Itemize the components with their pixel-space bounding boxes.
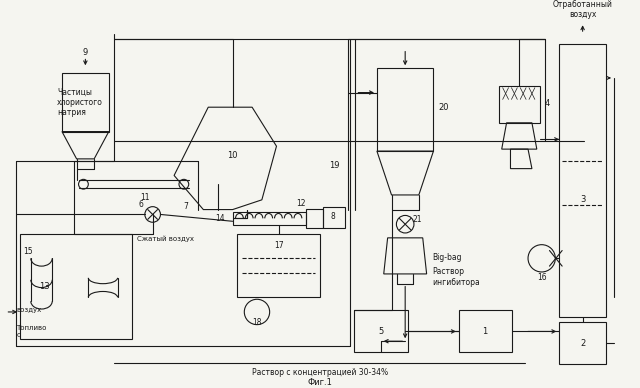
Text: Частицы
хлористого
натрия: Частицы хлористого натрия bbox=[57, 87, 103, 117]
Text: 4: 4 bbox=[545, 99, 550, 108]
Bar bbox=[559, 44, 606, 317]
Text: 7: 7 bbox=[184, 202, 188, 211]
Bar bbox=[62, 73, 109, 132]
Text: Big-bag: Big-bag bbox=[433, 253, 462, 262]
Text: 6: 6 bbox=[138, 200, 143, 209]
Text: 17: 17 bbox=[274, 241, 284, 250]
Text: 16: 16 bbox=[537, 273, 547, 282]
Text: 9: 9 bbox=[83, 48, 88, 57]
Text: 13: 13 bbox=[39, 282, 50, 291]
Bar bbox=[499, 86, 540, 123]
Bar bbox=[377, 68, 433, 151]
Text: 2: 2 bbox=[580, 339, 585, 348]
Text: Топливо
о: Топливо о bbox=[16, 325, 47, 338]
Bar bbox=[559, 322, 606, 364]
Bar bbox=[459, 310, 513, 352]
Text: 12: 12 bbox=[296, 199, 306, 208]
Text: Отработанный
воздух: Отработанный воздух bbox=[553, 0, 612, 19]
Text: 19: 19 bbox=[330, 161, 340, 170]
Bar bbox=[232, 211, 306, 225]
Text: 20: 20 bbox=[438, 103, 449, 112]
Text: 18: 18 bbox=[252, 318, 262, 327]
Text: 14: 14 bbox=[215, 214, 225, 223]
Text: воздух: воздух bbox=[16, 307, 42, 313]
Bar bbox=[323, 207, 345, 228]
Text: 10: 10 bbox=[227, 151, 238, 161]
Text: 8: 8 bbox=[331, 212, 335, 221]
Text: Сжатый воздух: Сжатый воздух bbox=[137, 236, 194, 242]
Text: Фиг.1: Фиг.1 bbox=[308, 378, 333, 387]
Bar bbox=[355, 310, 408, 352]
Text: 1: 1 bbox=[483, 327, 488, 336]
Text: Раствор
ингибитора: Раствор ингибитора bbox=[433, 267, 480, 287]
Bar bbox=[306, 209, 323, 228]
Text: Раствор с концентрацией 30-34%: Раствор с концентрацией 30-34% bbox=[252, 368, 388, 377]
Text: 15: 15 bbox=[23, 247, 33, 256]
Text: 5: 5 bbox=[378, 327, 383, 336]
Bar bbox=[20, 234, 132, 339]
Text: 11: 11 bbox=[140, 193, 150, 203]
Bar bbox=[237, 234, 321, 297]
Text: 21: 21 bbox=[412, 215, 422, 224]
Text: 3: 3 bbox=[580, 195, 586, 204]
